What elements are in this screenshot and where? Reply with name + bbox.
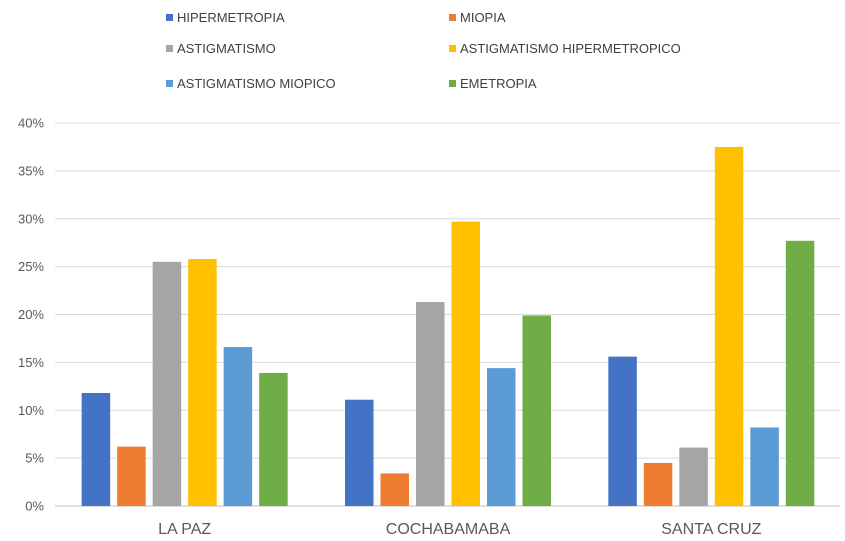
- legend-swatch: [166, 80, 173, 87]
- y-tick-label: 15%: [18, 355, 44, 370]
- y-tick-label: 20%: [18, 307, 44, 322]
- legend-item: ASTIGMATISMO HIPERMETROPICO: [449, 41, 681, 56]
- y-axis-ticks: 0% 5% 10% 15% 20% 25% 30% 35% 40%: [18, 116, 44, 514]
- bar-miopia-cochabamaba: [380, 473, 409, 506]
- bar-emetropia-cochabamaba: [522, 315, 551, 506]
- bar-hipermetropia-santa-cruz: [608, 356, 637, 506]
- legend-label: EMETROPIA: [460, 76, 537, 91]
- bar-astigmatismo-miopico-santa-cruz: [750, 427, 779, 506]
- x-category-label: SANTA CRUZ: [661, 521, 761, 538]
- y-tick-label: 35%: [18, 163, 44, 178]
- bar-hipermetropia-la-paz: [81, 393, 111, 506]
- legend-swatch: [449, 80, 456, 87]
- legend-item: HIPERMETROPIA: [166, 10, 285, 25]
- bar-miopia-santa-cruz: [643, 462, 673, 506]
- gridlines: [55, 122, 840, 507]
- bar-astigmatismo-miopico-la-paz: [223, 347, 253, 506]
- bar-emetropia-la-paz: [259, 372, 288, 506]
- legend-swatch: [166, 14, 173, 21]
- legend-item: ASTIGMATISMO: [166, 41, 276, 56]
- legend-item: ASTIGMATISMO MIOPICO: [166, 76, 336, 91]
- bar-astigmatismo-miopico-cochabamaba: [487, 368, 516, 506]
- y-tick-label: 5%: [25, 451, 44, 466]
- y-tick-label: 40%: [18, 116, 44, 131]
- bar-astigmatismo-santa-cruz: [679, 447, 708, 506]
- legend-label: MIOPIA: [460, 10, 506, 25]
- bar-astigmatismo-hipermetropico-la-paz: [188, 258, 217, 506]
- legend-item: EMETROPIA: [449, 76, 537, 91]
- bar-miopia-la-paz: [117, 446, 146, 506]
- legend-label: ASTIGMATISMO HIPERMETROPICO: [460, 41, 681, 56]
- x-category-label: COCHABAMABA: [386, 521, 511, 538]
- legend-label: ASTIGMATISMO MIOPICO: [177, 76, 336, 91]
- bar-astigmatismo-hipermetropico-santa-cruz: [714, 146, 744, 506]
- bar-emetropia-santa-cruz: [785, 240, 815, 506]
- bar-astigmatismo-la-paz: [152, 261, 182, 506]
- legend-swatch: [449, 14, 456, 21]
- legend-label: ASTIGMATISMO: [177, 41, 276, 56]
- y-tick-label: 10%: [18, 403, 44, 418]
- x-axis-categories: LA PAZ COCHABAMABA SANTA CRUZ: [158, 521, 762, 538]
- x-category-label: LA PAZ: [158, 521, 211, 538]
- legend-label: HIPERMETROPIA: [177, 10, 285, 25]
- legend-swatch: [449, 45, 456, 52]
- legend: HIPERMETROPIA MIOPIA ASTIGMATISMO ASTIGMATI…: [166, 10, 681, 91]
- bar-astigmatismo-cochabamaba: [416, 302, 445, 506]
- y-tick-label: 25%: [18, 259, 44, 274]
- bars: [81, 146, 815, 506]
- y-tick-label: 30%: [18, 211, 44, 226]
- y-tick-label: 0%: [25, 499, 44, 514]
- legend-item: MIOPIA: [449, 10, 506, 25]
- legend-swatch: [166, 45, 173, 52]
- bar-astigmatismo-hipermetropico-cochabamaba: [451, 221, 480, 506]
- bar-hipermetropia-cochabamaba: [345, 399, 374, 506]
